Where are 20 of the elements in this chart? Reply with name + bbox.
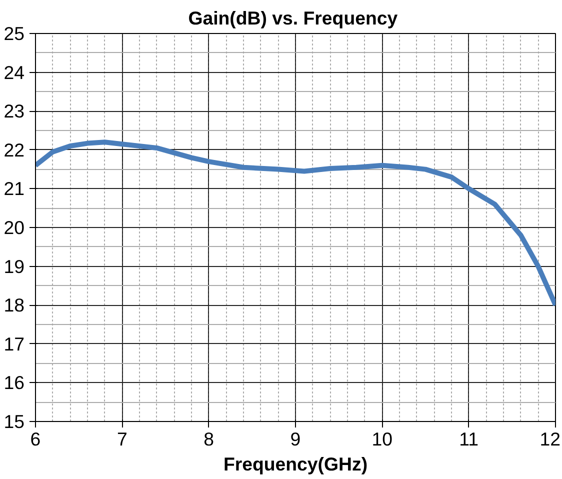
x-tick-label: 11	[459, 428, 479, 450]
x-tick-label: 8	[204, 428, 214, 450]
y-tick-label: 24	[4, 62, 25, 83]
x-tick-label: 6	[30, 428, 41, 450]
x-tick-label: 9	[290, 428, 301, 450]
x-tick-label: 12	[540, 428, 561, 450]
y-tick-label: 19	[4, 256, 25, 277]
y-tick-label: 17	[4, 333, 25, 354]
y-tick-label: 21	[4, 178, 25, 200]
x-tick-label: 7	[116, 428, 128, 450]
chart-title: Gain(dB) vs. Frequency	[188, 8, 398, 28]
y-tick-label: 25	[4, 23, 25, 44]
y-tick-label: 23	[4, 100, 25, 122]
y-tick-label: 22	[4, 139, 25, 160]
y-tick-label: 20	[4, 217, 25, 238]
y-tick-label: 18	[4, 294, 25, 316]
x-axis-title: Frequency(GHz)	[223, 454, 368, 474]
x-tick-label: 10	[372, 428, 393, 450]
y-tick-label: 15	[4, 411, 25, 432]
y-tick-label: 16	[4, 372, 25, 394]
